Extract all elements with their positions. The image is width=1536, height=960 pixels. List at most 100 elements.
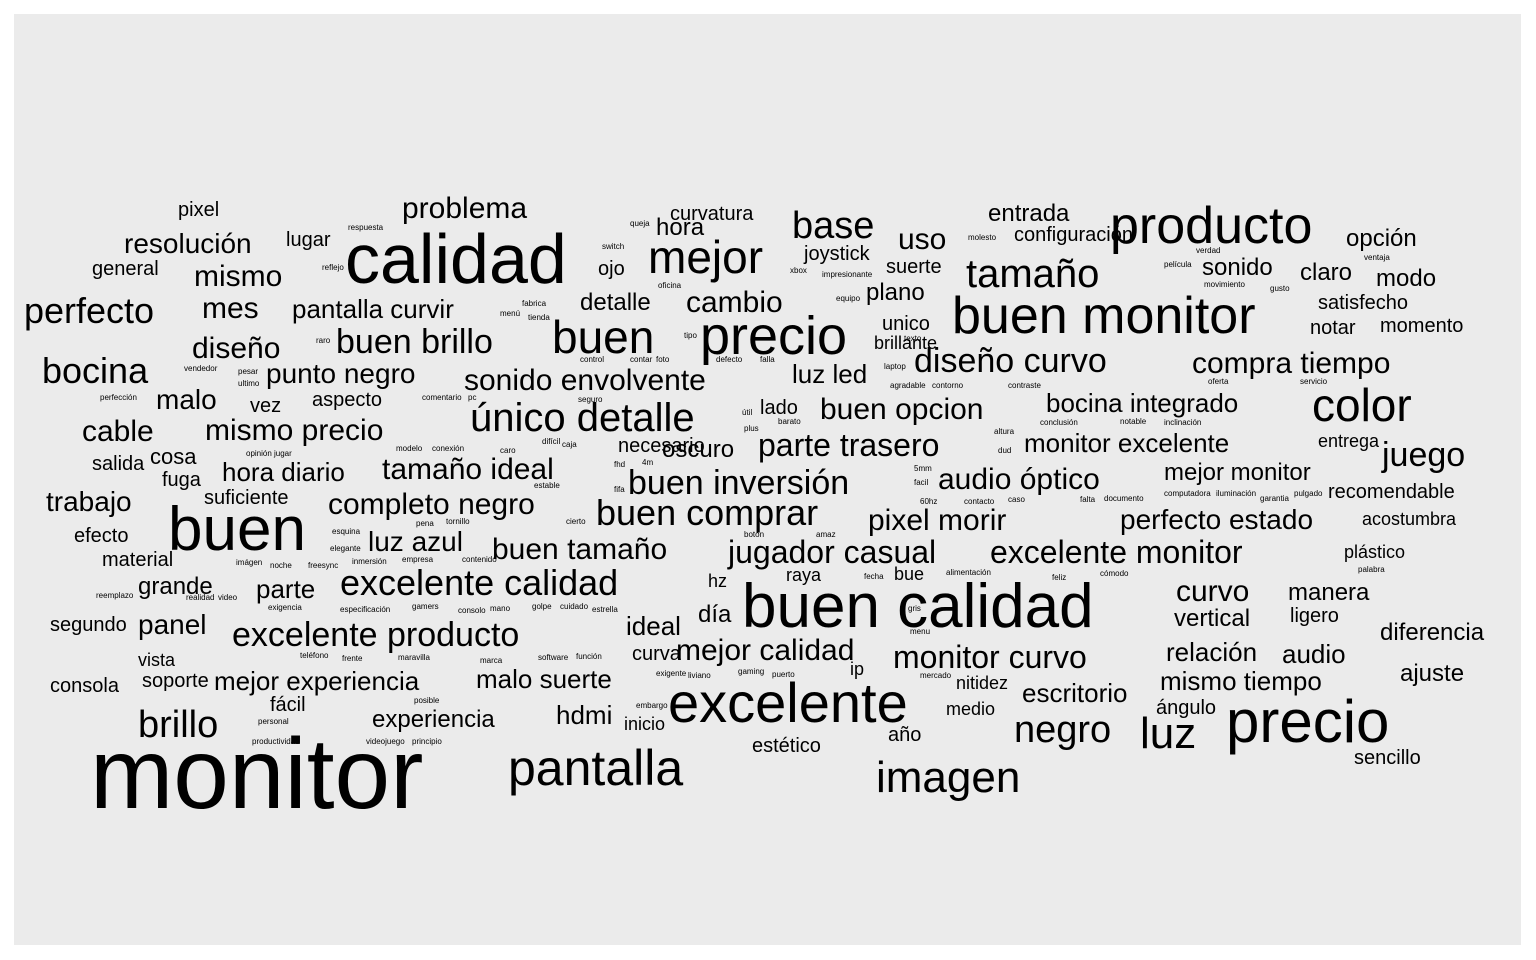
word: luz xyxy=(1140,709,1196,758)
word: buen brillo xyxy=(336,323,493,361)
small-word: 5mm xyxy=(914,464,932,473)
small-word: impresionante xyxy=(822,270,873,279)
small-word: molesto xyxy=(968,233,997,242)
small-word: amaz xyxy=(816,530,836,539)
small-word: fifa xyxy=(614,485,625,494)
word: ip xyxy=(850,659,864,679)
small-word: difícil xyxy=(542,437,560,446)
word: configuración xyxy=(1014,224,1133,246)
word: bue xyxy=(894,564,924,584)
small-word: pena xyxy=(416,519,434,528)
word: bocina xyxy=(42,350,149,391)
word: diferencia xyxy=(1380,619,1485,646)
small-word: realidad xyxy=(186,593,214,602)
word: mejor xyxy=(648,231,763,283)
small-word: garantia xyxy=(1260,494,1289,503)
small-word: puerto xyxy=(772,670,795,679)
word: excelente xyxy=(668,671,908,734)
word: tamaño xyxy=(966,252,1099,296)
small-word: botón xyxy=(744,530,764,539)
word: luz azul xyxy=(368,526,463,557)
small-word: cuidado xyxy=(560,602,589,611)
word: curvatura xyxy=(670,203,754,225)
word: buen xyxy=(552,311,654,363)
word: segundo xyxy=(50,614,127,636)
word: único detalle xyxy=(470,396,695,440)
small-word: perfección xyxy=(100,393,137,402)
word: juego xyxy=(1381,436,1465,474)
word: manera xyxy=(1288,579,1370,606)
small-word: palabra xyxy=(1358,565,1385,574)
small-word: feliz xyxy=(1052,573,1066,582)
small-word: imágen xyxy=(236,558,262,567)
word: producto xyxy=(1110,197,1312,255)
small-word: alimentación xyxy=(946,568,991,577)
word: relación xyxy=(1166,637,1257,667)
word: mismo precio xyxy=(205,414,383,447)
word: ojo xyxy=(598,258,625,280)
word: excelente producto xyxy=(232,616,519,654)
word: curvo xyxy=(1176,575,1249,608)
word: año xyxy=(888,724,921,746)
word: mismo tiempo xyxy=(1160,666,1322,696)
word: ajuste xyxy=(1400,660,1464,687)
small-word: seguro xyxy=(578,395,603,404)
word: mes xyxy=(202,292,259,325)
small-word: noche xyxy=(270,561,292,570)
word: monitor curvo xyxy=(893,639,1087,675)
word: buen calidad xyxy=(742,572,1094,641)
small-word: menu xyxy=(910,627,930,636)
small-word: gris xyxy=(908,604,921,613)
word: mismo xyxy=(194,260,282,293)
word: detalle xyxy=(580,289,651,316)
small-word: golpe xyxy=(532,602,552,611)
word: buen tamaño xyxy=(492,533,667,566)
small-word: computadora xyxy=(1164,489,1211,498)
word: monitor excelente xyxy=(1024,428,1229,458)
word: vista xyxy=(138,650,176,670)
word: ligero xyxy=(1290,605,1339,627)
word: experiencia xyxy=(372,706,495,733)
plot-panel xyxy=(14,14,1521,945)
small-word: 4m xyxy=(642,458,653,467)
word: curva xyxy=(632,643,682,665)
word: completo negro xyxy=(328,488,535,521)
small-word: contacto xyxy=(964,497,995,506)
small-word: reemplazo xyxy=(96,591,134,600)
small-word: queja xyxy=(630,219,650,228)
small-word: movimiento xyxy=(1204,280,1245,289)
small-word: caro xyxy=(500,446,516,455)
small-word: defecto xyxy=(716,355,743,364)
word: vez xyxy=(250,395,281,417)
small-word: cierto xyxy=(566,517,586,526)
word: plano xyxy=(866,279,925,306)
word: notar xyxy=(1310,317,1356,339)
small-word: fhd xyxy=(614,460,625,469)
word: compra tiempo xyxy=(1192,347,1390,380)
small-word: notable xyxy=(1120,417,1147,426)
word: suerte xyxy=(886,256,942,278)
word: bocina integrado xyxy=(1046,388,1238,418)
word: entrega xyxy=(1318,431,1380,451)
small-word: película xyxy=(1164,260,1192,269)
word: consola xyxy=(50,675,120,697)
word: fácil xyxy=(270,694,306,716)
word: resolución xyxy=(124,228,252,259)
word: cambio xyxy=(686,286,783,319)
word: punto negro xyxy=(266,358,415,389)
small-word: verdad xyxy=(1196,246,1220,255)
word: raya xyxy=(786,565,822,585)
small-word: especificación xyxy=(340,605,390,614)
word: soporte xyxy=(142,670,209,692)
small-word: tienda xyxy=(528,313,550,322)
word: oscuro xyxy=(662,436,734,463)
small-word: pulgado xyxy=(1294,489,1323,498)
small-word: exigente xyxy=(656,669,687,678)
word: hora xyxy=(656,214,705,241)
small-word: conexión xyxy=(432,444,464,453)
small-word: conclusión xyxy=(1040,418,1078,427)
word: negro xyxy=(1014,709,1111,751)
small-word: mercado xyxy=(920,671,952,680)
small-word: laptop xyxy=(884,362,906,371)
